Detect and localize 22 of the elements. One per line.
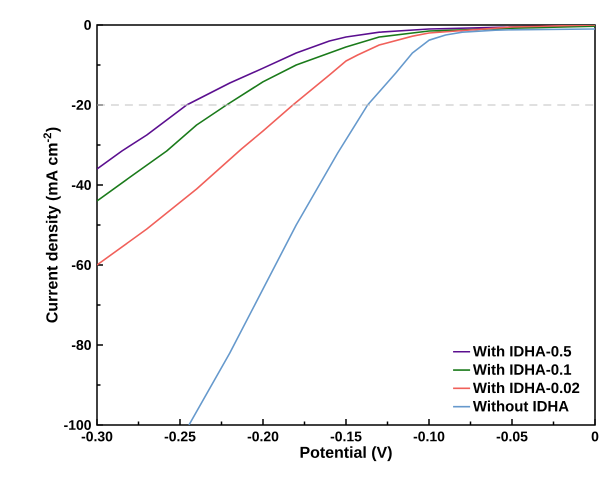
y-tick-label: -40 [72, 180, 91, 190]
line-series [188, 28, 596, 425]
x-tick-label: -0.20 [248, 431, 278, 442]
y-tick-label: -100 [64, 420, 91, 430]
y-tick-label: -60 [72, 260, 91, 270]
x-tick-label: -0.25 [164, 431, 196, 442]
line-series [97, 24, 596, 266]
legend-label: With IDHA-0.5 [472, 346, 572, 357]
x-tick-label: 0 [592, 431, 598, 442]
x-tick-label: -0.30 [82, 431, 112, 442]
line-series [97, 25, 596, 202]
legend-label: With IDHA-0.1 [472, 364, 572, 375]
y-tick-label: -20 [72, 100, 91, 110]
y-tick-label: -80 [72, 340, 91, 350]
x-axis-title: Potential (V) [300, 446, 392, 462]
y-axis-title: Current density (mA cm$^{-2}$) [43, 128, 61, 323]
x-tick-label: -0.10 [414, 431, 444, 442]
legend-label: Without IDHA [472, 400, 569, 412]
legend-label: With IDHA-0.02 [472, 382, 580, 394]
y-tick-label: 0 [84, 20, 91, 30]
x-tick-label: -0.05 [496, 431, 528, 442]
x-tick-label: -0.15 [330, 431, 362, 442]
